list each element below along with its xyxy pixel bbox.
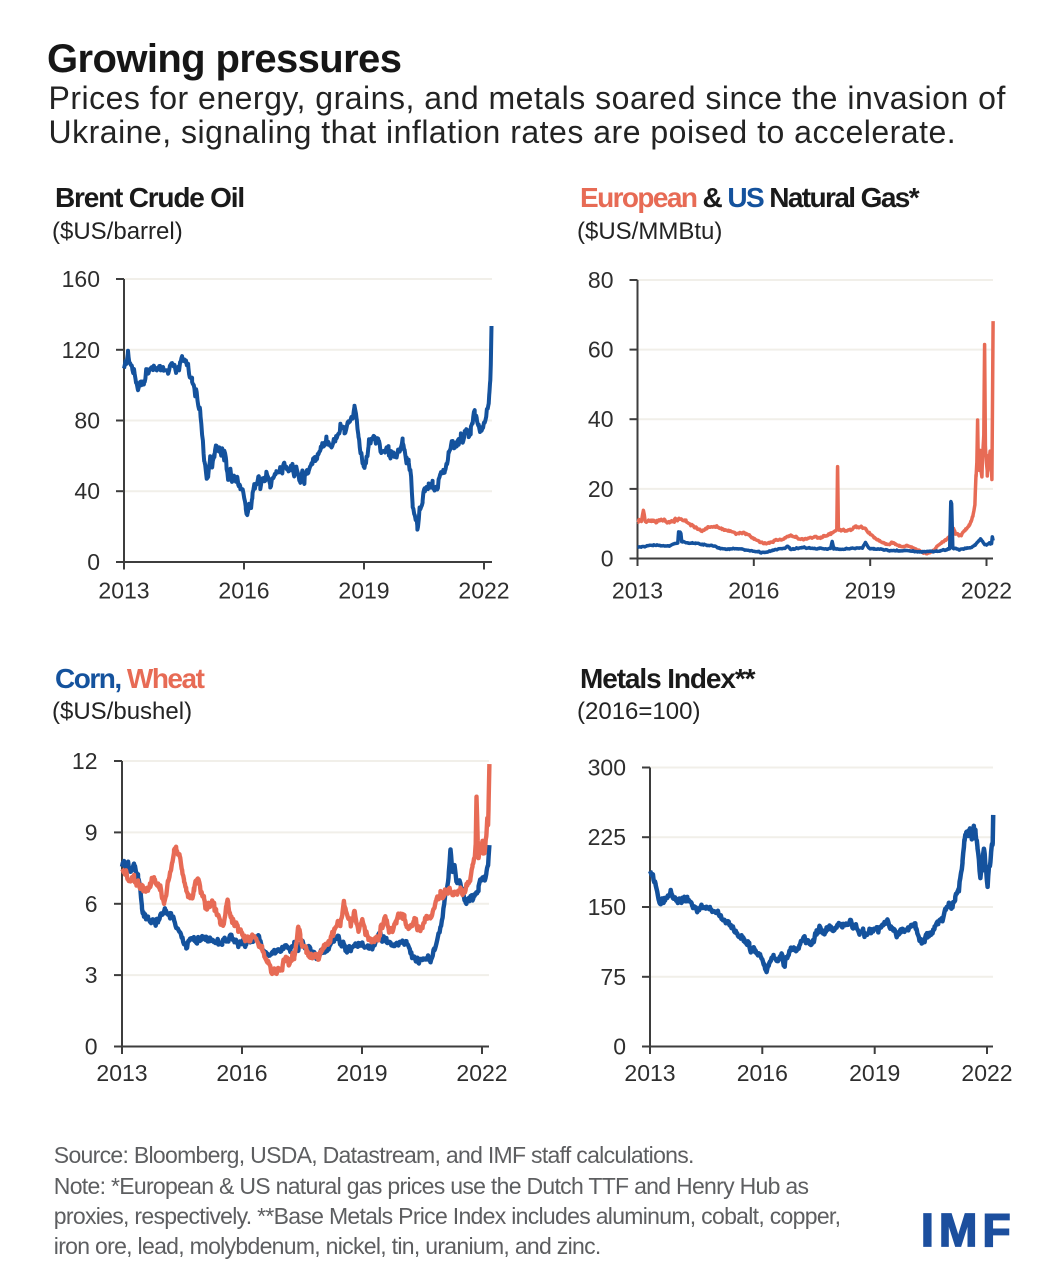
svg-text:9: 9 — [85, 819, 98, 845]
svg-text:2022: 2022 — [458, 578, 509, 604]
svg-text:160: 160 — [62, 266, 100, 292]
svg-text:20: 20 — [588, 476, 614, 502]
svg-text:300: 300 — [588, 755, 626, 781]
svg-text:80: 80 — [74, 408, 100, 434]
svg-text:2016: 2016 — [218, 578, 269, 604]
svg-text:40: 40 — [588, 406, 614, 432]
svg-text:6: 6 — [85, 891, 98, 917]
svg-text:2022: 2022 — [456, 1060, 507, 1086]
svg-text:3: 3 — [85, 962, 98, 988]
svg-text:2022: 2022 — [961, 578, 1012, 604]
svg-text:120: 120 — [62, 337, 100, 363]
svg-text:2013: 2013 — [98, 578, 149, 604]
svg-text:225: 225 — [588, 824, 626, 850]
svg-text:60: 60 — [588, 337, 614, 363]
svg-text:2019: 2019 — [336, 1060, 387, 1086]
svg-text:2013: 2013 — [96, 1060, 147, 1086]
svg-text:2019: 2019 — [845, 578, 896, 604]
svg-text:2022: 2022 — [961, 1060, 1012, 1086]
svg-text:2019: 2019 — [849, 1060, 900, 1086]
svg-text:2016: 2016 — [737, 1060, 788, 1086]
svg-text:0: 0 — [613, 1034, 626, 1060]
svg-text:0: 0 — [601, 546, 614, 572]
svg-text:2019: 2019 — [338, 578, 389, 604]
svg-text:2013: 2013 — [624, 1060, 675, 1086]
svg-text:0: 0 — [85, 1034, 98, 1060]
svg-text:2013: 2013 — [612, 578, 663, 604]
svg-text:40: 40 — [74, 478, 100, 504]
svg-text:2016: 2016 — [728, 578, 779, 604]
svg-text:150: 150 — [588, 894, 626, 920]
svg-text:2016: 2016 — [216, 1060, 267, 1086]
svg-text:80: 80 — [588, 267, 614, 293]
svg-text:75: 75 — [600, 964, 626, 990]
svg-text:0: 0 — [87, 549, 100, 575]
svg-text:12: 12 — [72, 748, 98, 774]
